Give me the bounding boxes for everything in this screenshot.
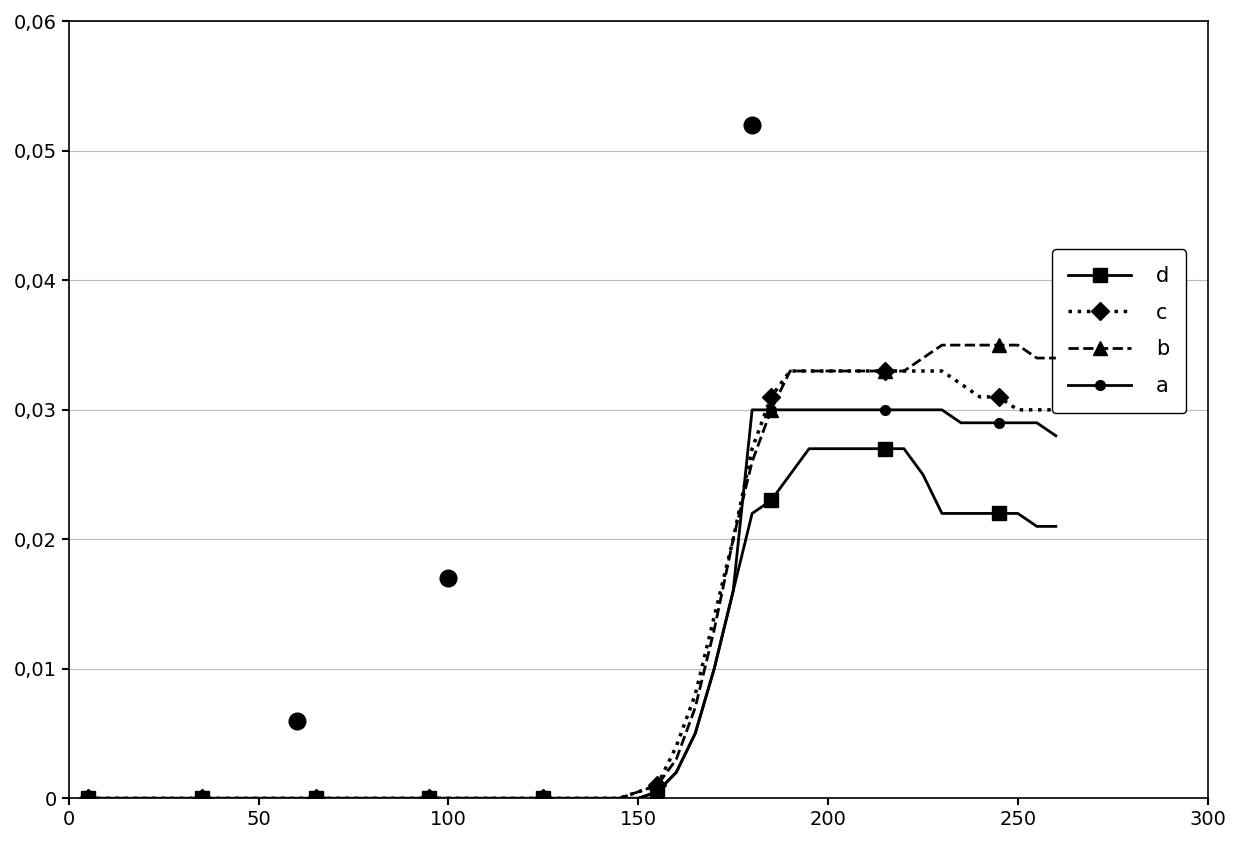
d	[668, 767, 683, 777]
d	[801, 443, 816, 454]
Legend: d, c, b, a: d, c, b, a	[1052, 250, 1185, 413]
Line: d: d	[81, 442, 1063, 805]
b	[992, 340, 1007, 350]
b	[81, 793, 95, 803]
a	[422, 793, 436, 803]
a	[707, 663, 722, 674]
Line: c: c	[82, 365, 1063, 804]
a	[536, 793, 551, 803]
b	[935, 340, 950, 350]
b	[156, 793, 171, 803]
a	[992, 418, 1007, 428]
b	[668, 754, 683, 765]
c	[81, 793, 95, 803]
a	[745, 405, 760, 415]
a	[1048, 431, 1063, 441]
b	[1048, 353, 1063, 363]
c	[707, 612, 722, 622]
Line: a: a	[83, 405, 1060, 803]
b	[536, 793, 551, 803]
c	[782, 366, 797, 376]
c	[422, 793, 436, 803]
b	[707, 625, 722, 635]
Point	[286, 714, 306, 728]
c	[156, 793, 171, 803]
d	[81, 793, 95, 803]
Point	[439, 572, 459, 585]
d	[536, 793, 551, 803]
a	[668, 767, 683, 777]
d	[422, 793, 436, 803]
c	[536, 793, 551, 803]
c	[1048, 405, 1063, 415]
a	[156, 793, 171, 803]
d	[992, 508, 1007, 518]
c	[992, 392, 1007, 402]
b	[422, 793, 436, 803]
d	[156, 793, 171, 803]
Line: b: b	[81, 338, 1063, 805]
Point	[743, 118, 763, 132]
d	[1048, 521, 1063, 531]
a	[81, 793, 95, 803]
c	[668, 742, 683, 752]
d	[707, 663, 722, 674]
